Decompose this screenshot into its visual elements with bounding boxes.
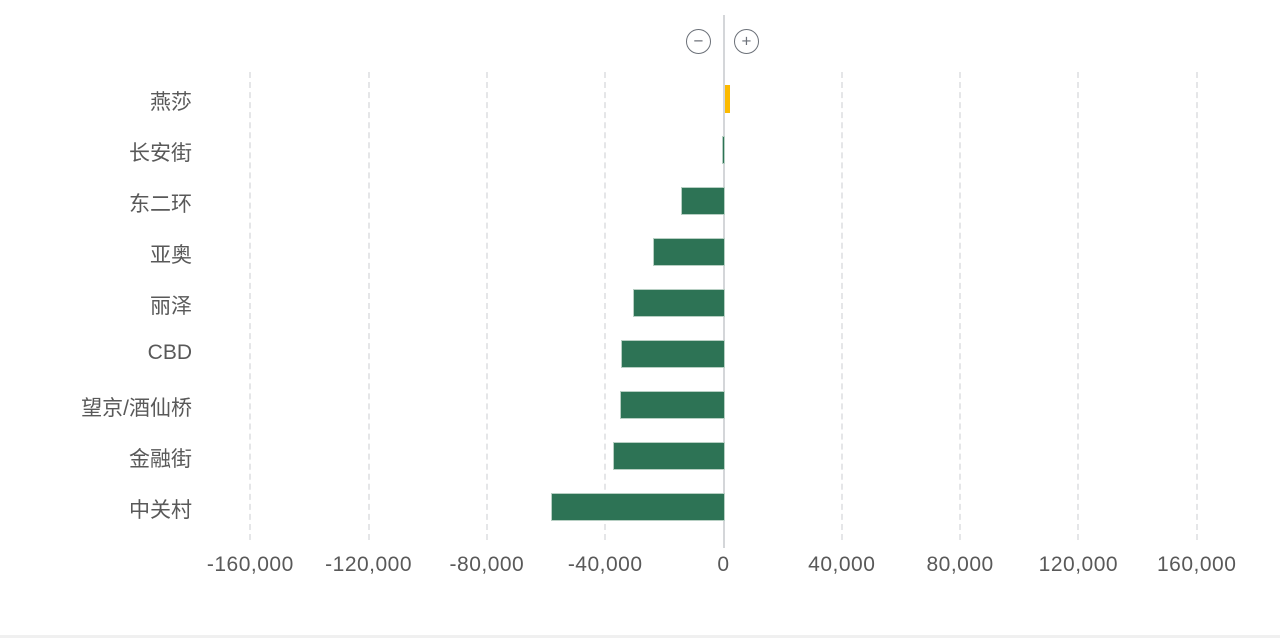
- bar[interactable]: [621, 340, 725, 368]
- bar[interactable]: [612, 442, 725, 470]
- category-label: CBD: [147, 341, 192, 364]
- category-label: 亚奥: [150, 244, 192, 267]
- bar[interactable]: [620, 391, 725, 419]
- minus-circle-icon: −: [693, 31, 704, 51]
- category-label: 中关村: [129, 499, 192, 522]
- x-tick-label: -120,000: [325, 553, 413, 576]
- x-tick-label: -160,000: [206, 553, 294, 576]
- category-label: 望京/酒仙桥: [81, 397, 192, 420]
- x-tick-label: 120,000: [1038, 553, 1119, 576]
- gridline: [249, 72, 252, 540]
- category-label: 燕莎: [150, 91, 192, 114]
- category-label: 东二环: [129, 193, 192, 216]
- x-tick-label: 40,000: [808, 553, 876, 576]
- x-tick-label: -40,000: [567, 553, 643, 576]
- bottom-edge-strip: [0, 635, 1280, 638]
- x-tick-label: -80,000: [449, 553, 525, 576]
- gridline: [604, 72, 607, 540]
- gridline: [485, 72, 488, 540]
- gridline: [1077, 72, 1080, 540]
- gridline: [959, 72, 962, 540]
- bar[interactable]: [633, 289, 725, 317]
- zoom-out-button[interactable]: −: [686, 29, 711, 54]
- category-label: 丽泽: [150, 295, 192, 318]
- zoom-in-button[interactable]: +: [734, 29, 759, 54]
- gridline: [840, 72, 843, 540]
- bar[interactable]: [550, 493, 725, 521]
- plus-circle-icon: +: [741, 31, 752, 51]
- category-label: 长安街: [129, 142, 192, 165]
- bar[interactable]: [680, 187, 725, 215]
- gridline: [367, 72, 370, 540]
- bar[interactable]: [724, 85, 731, 113]
- bar[interactable]: [652, 238, 725, 266]
- bar[interactable]: [722, 136, 725, 164]
- category-label: 金融街: [129, 448, 192, 471]
- x-tick-label: 160,000: [1156, 553, 1237, 576]
- x-tick-label: 0: [717, 553, 730, 576]
- gridline: [1195, 72, 1198, 540]
- x-tick-label: 80,000: [926, 553, 994, 576]
- zero-axis-line: [722, 15, 725, 548]
